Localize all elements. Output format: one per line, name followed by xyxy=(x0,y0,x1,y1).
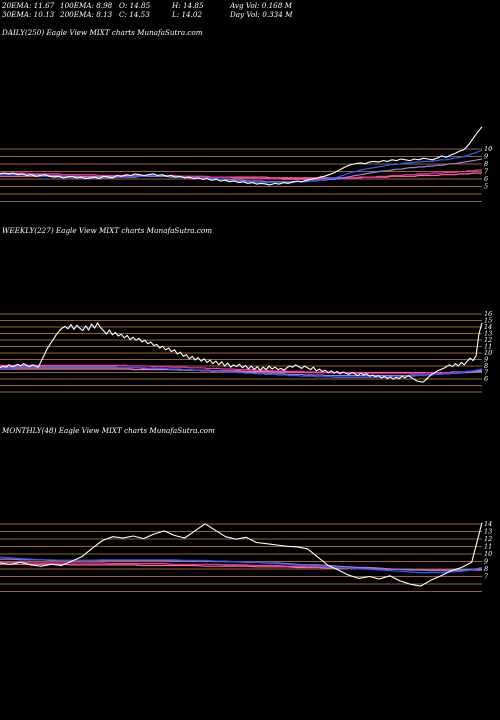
ema-line-pink xyxy=(0,169,482,180)
y-tick-label: 9 xyxy=(484,153,488,161)
y-tick-label: 16 xyxy=(484,310,492,318)
y-tick-label: 6 xyxy=(484,175,488,183)
daily-chart-title: DAILY(250) Eagle View MIXT charts Munafa… xyxy=(2,28,203,37)
stat-open: O: 14.85 xyxy=(119,1,151,10)
y-tick-label: 14 xyxy=(484,520,492,528)
y-tick-label: 14 xyxy=(484,323,492,331)
price-line xyxy=(0,126,483,186)
y-tick-label: 8 xyxy=(484,565,488,573)
monthly-chart-title: MONTHLY(48) Eagle View MIXT charts Munaf… xyxy=(2,426,215,435)
ema-line-blue xyxy=(0,149,483,184)
y-tick-label: 8 xyxy=(484,160,488,168)
y-tick-label: 9 xyxy=(484,558,488,566)
y-tick-label: 5 xyxy=(484,183,488,191)
stat-30ema: 30EMA: 10.13 xyxy=(2,10,55,19)
y-tick-label: 12 xyxy=(484,535,492,543)
y-tick-label: 11 xyxy=(484,343,492,351)
ema-line-purple xyxy=(0,158,483,183)
y-tick-label: 7 xyxy=(484,369,489,377)
y-tick-label: 11 xyxy=(484,543,492,551)
y-tick-label: 13 xyxy=(484,528,492,536)
stat-20ema: 20EMA: 11.67 xyxy=(2,1,55,10)
stat-avg-vol: Avg Vol: 0.168 M xyxy=(230,1,292,10)
y-tick-label: 10 xyxy=(484,145,492,153)
stat-high: H: 14.85 xyxy=(172,1,204,10)
stat-low: L: 14.02 xyxy=(172,10,203,19)
price-line xyxy=(0,322,483,383)
y-tick-label: 7 xyxy=(484,573,489,581)
ema-line-pink xyxy=(0,364,482,374)
y-tick-label: 6 xyxy=(484,375,488,383)
weekly-chart-title: WEEKLY(227) Eagle View MIXT charts Munaf… xyxy=(2,226,213,235)
y-tick-label: 9 xyxy=(484,356,488,364)
y-tick-label: 7 xyxy=(484,168,489,176)
y-tick-label: 10 xyxy=(484,550,492,558)
price-line xyxy=(0,522,483,587)
stat-100ema: 100EMA: 8.98 xyxy=(60,1,113,10)
y-tick-label: 13 xyxy=(484,330,492,338)
y-tick-label: 15 xyxy=(484,317,492,325)
stat-day-vol: Day Vol: 0.334 M xyxy=(230,10,293,19)
y-tick-label: 12 xyxy=(484,336,492,344)
y-tick-label: 8 xyxy=(484,362,488,370)
stat-close: C: 14.53 xyxy=(119,10,150,19)
ema-line-blue xyxy=(0,556,483,574)
y-tick-label: 10 xyxy=(484,349,492,357)
stat-200ema: 200EMA: 8.13 xyxy=(60,10,113,19)
ema-line-rose xyxy=(0,172,482,179)
